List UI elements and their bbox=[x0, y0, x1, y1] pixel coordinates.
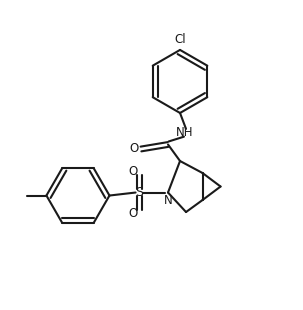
Text: O: O bbox=[128, 207, 138, 220]
Text: S: S bbox=[135, 186, 144, 199]
Text: Cl: Cl bbox=[174, 33, 186, 46]
Text: N: N bbox=[164, 194, 172, 207]
Text: NH: NH bbox=[176, 126, 193, 139]
Text: O: O bbox=[130, 142, 139, 155]
Text: O: O bbox=[128, 165, 138, 178]
